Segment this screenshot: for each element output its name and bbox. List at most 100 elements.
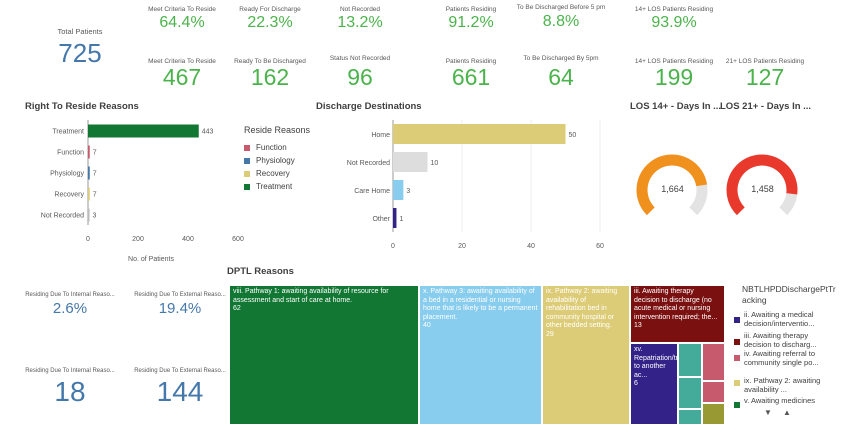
kpi-value: 162 — [250, 64, 290, 90]
dptl-tile-small[interactable] — [702, 343, 725, 381]
data-label: 3 — [93, 213, 97, 220]
dptl-legend-item[interactable]: ii. Awaiting a medical decision/interven… — [744, 310, 815, 328]
bar — [393, 208, 397, 228]
tile-text: iii. Awaiting therapy decision to discha… — [634, 288, 718, 321]
data-label: 50 — [569, 132, 577, 139]
dptl-title: DPTL Reasons — [227, 266, 294, 277]
bar — [88, 124, 199, 138]
bar — [393, 124, 566, 144]
kpi-value: 8.8% — [542, 13, 580, 30]
los14-gauge-value: 1,664 — [661, 184, 684, 194]
physiology-swatch — [244, 158, 250, 164]
bar — [393, 152, 428, 172]
kpi-value: 13.2% — [337, 14, 383, 31]
reside-legend-item[interactable]: Function — [256, 143, 287, 152]
kpi-label: Patients Residing — [445, 6, 497, 13]
recovery-swatch — [244, 171, 250, 177]
category-label: Treatment — [52, 129, 84, 136]
tile-value: 6 — [634, 380, 638, 387]
right-to-reside-title: Right To Reside Reasons — [25, 101, 139, 112]
bar — [88, 187, 90, 201]
reside-legend-item[interactable]: Physiology — [256, 156, 295, 165]
total-patients-value: 725 — [58, 38, 102, 68]
data-label: 7 — [93, 150, 97, 157]
kpi-label: Meet Criteria To Reside — [148, 6, 216, 13]
tick-label: 40 — [527, 243, 535, 250]
kpi-label: 14+ LOS Patients Residing — [634, 6, 714, 13]
tick-label: 400 — [182, 236, 194, 243]
treatment-swatch — [244, 184, 250, 190]
function-swatch — [244, 145, 250, 151]
tile-value: 62 — [233, 305, 241, 312]
kpi-label: To Be Discharged Before 5 pm — [516, 4, 606, 11]
legend-swatch — [734, 402, 740, 408]
kpi-label: 14+ LOS Patients Residing — [634, 58, 714, 65]
data-label: 10 — [431, 160, 439, 167]
tick-label: 0 — [86, 236, 90, 243]
data-label: 3 — [406, 188, 410, 195]
data-label: 7 — [93, 192, 97, 199]
gauge-fill — [636, 154, 708, 216]
dptl-legend-item[interactable]: v. Awaiting medicines — [744, 396, 816, 405]
los14-title: LOS 14+ - Days In ... — [630, 101, 722, 112]
kpi-label: Status Not Recorded — [329, 55, 391, 62]
dptl-tile-therapy[interactable]: iii. Awaiting therapy decision to discha… — [630, 285, 725, 343]
legend-swatch — [734, 380, 740, 386]
kpi-label: Ready For Discharge — [239, 6, 301, 13]
los14-gauge — [636, 154, 708, 216]
kpi-value: 96 — [347, 64, 373, 90]
reside-legend-item[interactable]: Recovery — [256, 169, 290, 178]
total-patients-label: Total Patients — [57, 27, 103, 36]
dptl-tile-small[interactable] — [678, 377, 702, 409]
dptl-tile-small[interactable] — [678, 409, 702, 425]
kpi-value: 91.2% — [448, 14, 494, 31]
dptl-tile-small[interactable] — [678, 343, 702, 377]
category-label: Physiology — [50, 171, 84, 178]
los21-title: LOS 21+ - Days In ... — [720, 101, 812, 112]
right-to-reside-chart: Treatment 443 Function 7 Physiology 7 Recovery… — [41, 120, 244, 263]
dptl-tile-pathway2[interactable]: ix. Pathway 2: awaiting availability of … — [542, 285, 630, 425]
kpi-label: Meet Criteria To Reside — [148, 58, 216, 65]
dptl-legend-item[interactable]: ix. Pathway 2: awaiting availability ... — [744, 376, 821, 394]
dptl-tile-pathway1[interactable]: viii. Pathway 1: awaiting availability o… — [229, 285, 419, 425]
kpi-value: 199 — [654, 64, 694, 90]
legend-swatch — [734, 339, 740, 345]
kpi-label: Residing Due To Internal Reaso... — [25, 368, 115, 374]
tick-label: 60 — [596, 243, 604, 250]
dptl-tile-small[interactable] — [702, 403, 725, 425]
category-label: Home — [371, 132, 390, 139]
tick-label: 20 — [458, 243, 466, 250]
reside-legend-title: Reside Reasons — [244, 125, 311, 135]
dptl-legend-item[interactable]: iii. Awaiting therapy decision to discha… — [744, 331, 817, 349]
kpi-value: 22.3% — [247, 14, 293, 31]
kpi-value: 64.4% — [159, 14, 205, 31]
los21-gauge-value: 1,458 — [751, 184, 774, 194]
kpi-value: 64 — [548, 64, 574, 90]
dptl-tile-small[interactable] — [702, 381, 725, 403]
dptl-tile-pathway3[interactable]: x. Pathway 3: awaiting availability of a… — [419, 285, 542, 425]
data-label: 7 — [93, 171, 97, 178]
category-label: Care Home — [354, 188, 390, 195]
dptl-legend-title: NBTLHPDDischargePtTracking — [742, 284, 836, 305]
dptl-legend-item[interactable]: iv. Awaiting referral to community singl… — [744, 349, 819, 367]
scroll-down-icon[interactable]: ▼ — [764, 408, 772, 417]
los21-gauge — [726, 154, 798, 216]
legend-swatch — [734, 317, 740, 323]
kpi-label: 21+ LOS Patients Residing — [725, 58, 805, 65]
tick-label: 0 — [391, 243, 395, 250]
dptl-tile-repatriation[interactable]: xv. Repatriation/transfer to another ac.… — [630, 343, 678, 425]
tile-value: 40 — [423, 322, 431, 329]
kpi-label: Not Recorded — [339, 6, 381, 13]
tile-value: 29 — [546, 330, 554, 338]
tile-text: ix. Pathway 2: awaiting availability of … — [546, 288, 618, 329]
scroll-up-icon[interactable]: ▲ — [783, 408, 791, 417]
bar — [393, 180, 404, 200]
kpi-value: 144 — [156, 376, 204, 407]
bar — [88, 208, 90, 222]
kpi-value: 467 — [162, 64, 202, 90]
x-axis-label: No. of Patients — [128, 256, 174, 263]
tile-value: 13 — [634, 322, 642, 329]
reside-legend-item[interactable]: Treatment — [256, 182, 293, 191]
gauge-fill — [726, 154, 798, 216]
